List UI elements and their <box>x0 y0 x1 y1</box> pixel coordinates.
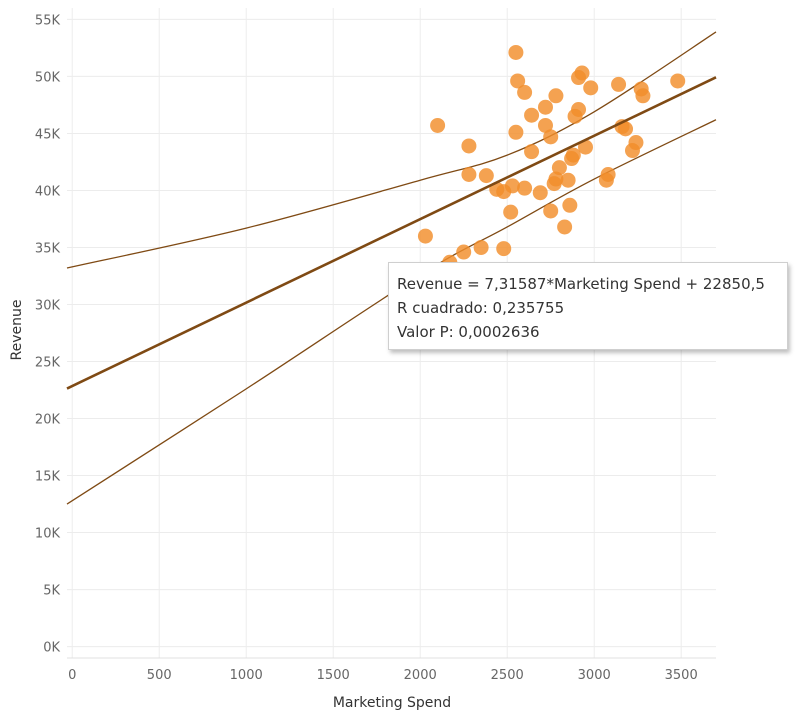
data-point <box>618 121 634 137</box>
data-point <box>496 184 512 200</box>
data-point <box>578 139 594 155</box>
x-tick-label: 2500 <box>491 668 524 683</box>
data-point <box>537 99 553 115</box>
y-tick-label: 20K <box>35 413 61 428</box>
y-tick-label: 50K <box>35 70 61 85</box>
data-point <box>598 172 614 188</box>
data-point <box>417 228 433 244</box>
data-point <box>524 144 540 160</box>
x-tick-label: 0 <box>68 668 76 683</box>
y-axis-title: Revenue <box>9 300 25 361</box>
data-point <box>461 166 477 182</box>
data-point <box>624 143 640 159</box>
data-point <box>562 197 578 213</box>
data-point <box>670 73 686 89</box>
x-tick-label: 500 <box>147 668 172 683</box>
data-point <box>571 70 587 86</box>
y-tick-label: 40K <box>35 184 61 199</box>
y-tick-label: 10K <box>35 527 61 542</box>
data-point <box>560 172 576 188</box>
data-point <box>461 138 477 154</box>
x-tick-label: 1500 <box>317 668 350 683</box>
y-tick-label: 0K <box>43 641 60 656</box>
y-tick-label: 25K <box>35 356 61 371</box>
x-tick-label: 1000 <box>230 668 263 683</box>
data-point <box>478 168 494 184</box>
data-point <box>543 203 559 219</box>
y-tick-label: 15K <box>35 470 61 485</box>
y-tick-label: 55K <box>35 13 61 28</box>
data-point <box>503 204 519 220</box>
trend-line-group <box>66 76 717 390</box>
data-point <box>611 76 627 92</box>
data-point <box>456 244 472 260</box>
tooltip-r-squared: R cuadrado: 0,235755 <box>397 299 565 317</box>
x-tick-label: 2000 <box>404 668 437 683</box>
confidence-upper-line <box>66 31 717 269</box>
data-point <box>508 44 524 60</box>
axis-ticks: 0 500 1000 1500 2000 2500 3000 3500 0K 5K 10K 15K 20… <box>35 13 698 683</box>
tooltip-equation: Revenue = 7,31587*Marketing Spend + 2285… <box>397 275 765 293</box>
data-point <box>635 88 651 104</box>
data-point <box>543 129 559 145</box>
data-point <box>524 107 540 123</box>
data-point <box>430 117 446 133</box>
trend-tooltip: Revenue = 7,31587*Marketing Spend + 2285… <box>388 262 788 350</box>
x-tick-label: 3000 <box>578 668 611 683</box>
data-point <box>496 241 512 257</box>
data-point <box>551 160 567 176</box>
data-point <box>546 176 562 192</box>
data-point <box>557 219 573 235</box>
data-point <box>517 180 533 196</box>
data-point <box>473 239 489 255</box>
data-point <box>583 80 599 96</box>
data-point <box>517 84 533 100</box>
data-point <box>567 108 583 124</box>
x-axis-title: Marketing Spend <box>333 695 451 711</box>
y-tick-label: 5K <box>43 584 60 599</box>
data-point <box>564 151 580 167</box>
data-point <box>510 73 526 89</box>
tooltip-p-value: Valor P: 0,0002636 <box>397 323 540 341</box>
y-tick-label: 45K <box>35 127 61 142</box>
data-point <box>548 88 564 104</box>
trend-line <box>66 76 717 390</box>
data-point <box>537 117 553 133</box>
grid <box>67 8 716 659</box>
x-tick-label: 3500 <box>665 668 698 683</box>
y-tick-label: 35K <box>35 241 61 256</box>
y-tick-label: 30K <box>35 298 61 313</box>
data-point <box>532 185 548 201</box>
data-point <box>508 124 524 140</box>
data-points <box>417 44 686 270</box>
